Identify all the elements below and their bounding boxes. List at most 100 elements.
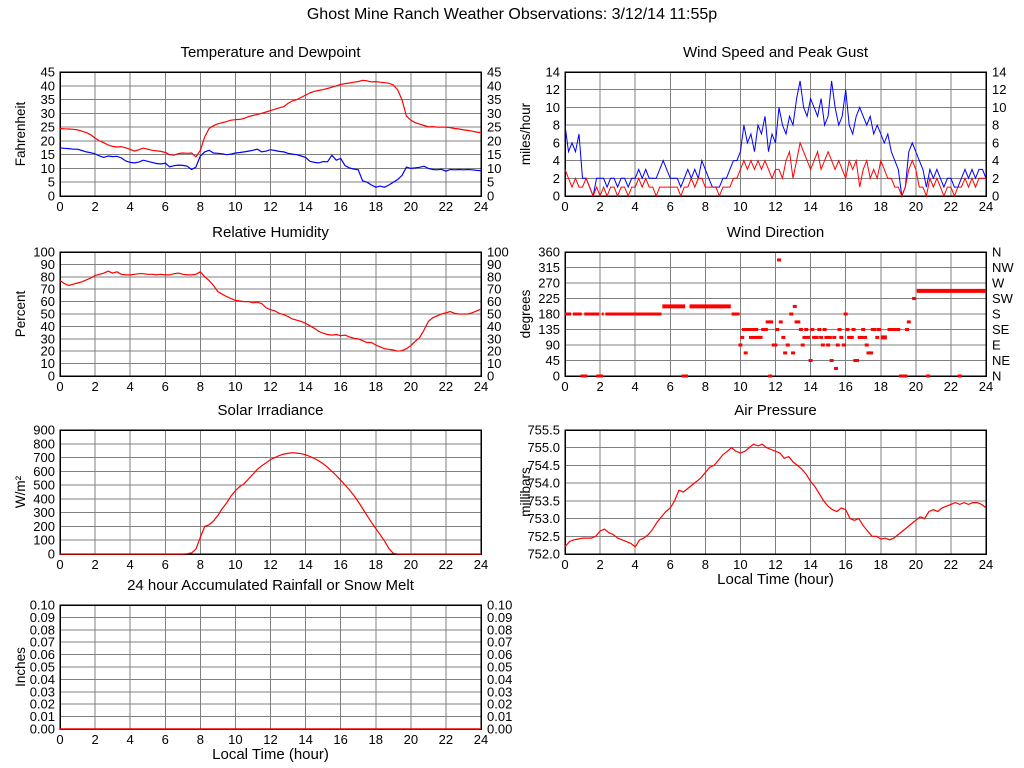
svg-text:16: 16	[333, 732, 347, 747]
svg-text:90: 90	[546, 338, 560, 353]
svg-text:6: 6	[992, 135, 999, 150]
chart-air-pressure: Air Pressure 752.0 752.5 753.0 753.5 754.0 75…	[519, 400, 1019, 588]
svg-text:25: 25	[41, 120, 55, 135]
svg-text:4: 4	[632, 557, 639, 572]
svg-text:Fahrenheit: Fahrenheit	[14, 101, 28, 166]
svg-text:24: 24	[474, 557, 488, 572]
svg-text:0.10: 0.10	[30, 599, 55, 613]
svg-text:0.00: 0.00	[487, 722, 512, 737]
svg-text:100: 100	[33, 533, 55, 548]
chart-title: Wind Speed and Peak Gust	[682, 44, 869, 61]
svg-text:6: 6	[162, 732, 169, 747]
svg-text:14: 14	[298, 379, 312, 394]
svg-text:20: 20	[909, 199, 923, 214]
svg-text:752.5: 752.5	[527, 529, 560, 544]
svg-text:270: 270	[538, 276, 560, 291]
svg-text:miles/hour: miles/hour	[519, 102, 533, 165]
svg-text:10: 10	[546, 100, 560, 115]
svg-text:12: 12	[546, 82, 560, 97]
svg-text:0: 0	[553, 189, 560, 204]
svg-text:0.01: 0.01	[30, 709, 55, 724]
svg-text:0: 0	[48, 189, 55, 204]
svg-text:0.04: 0.04	[487, 672, 512, 687]
svg-text:360: 360	[538, 246, 560, 260]
svg-text:22: 22	[944, 379, 958, 394]
svg-text:50: 50	[41, 307, 55, 322]
chart-solar-irradiance: Solar Irradiance 0 100 200 300 400 500 600 700 8…	[14, 400, 514, 572]
svg-text:30: 30	[487, 106, 501, 121]
svg-text:18: 18	[369, 557, 383, 572]
svg-text:0: 0	[56, 199, 63, 214]
svg-text:4: 4	[127, 199, 134, 214]
svg-text:12: 12	[263, 732, 277, 747]
svg-text:0.10: 0.10	[487, 599, 512, 613]
svg-text:22: 22	[439, 379, 453, 394]
svg-text:50: 50	[487, 307, 501, 322]
svg-text:14: 14	[803, 199, 817, 214]
svg-text:0.05: 0.05	[487, 660, 512, 675]
svg-text:753.0: 753.0	[527, 511, 560, 526]
svg-text:0: 0	[487, 369, 494, 384]
svg-text:10: 10	[992, 100, 1006, 115]
chart-title: Solar Irradiance	[217, 402, 324, 419]
svg-text:100: 100	[33, 246, 55, 260]
svg-text:4: 4	[127, 732, 134, 747]
svg-text:14: 14	[803, 557, 817, 572]
svg-text:30: 30	[41, 331, 55, 346]
svg-text:18: 18	[369, 732, 383, 747]
svg-text:45: 45	[546, 353, 560, 368]
svg-text:754.0: 754.0	[527, 476, 560, 491]
svg-text:20: 20	[487, 344, 501, 359]
svg-text:500: 500	[33, 478, 55, 493]
svg-text:315: 315	[538, 260, 560, 275]
svg-text:10: 10	[228, 199, 242, 214]
svg-text:E: E	[992, 338, 1001, 353]
svg-text:22: 22	[944, 557, 958, 572]
svg-text:800: 800	[33, 436, 55, 451]
chart-wind-speed-gust: Wind Speed and Peak Gust 0 0 2 2 4 4 6 6 8 8 10 10 1…	[519, 42, 1019, 214]
svg-text:S: S	[992, 307, 1001, 322]
svg-text:80: 80	[41, 269, 55, 284]
svg-text:40: 40	[487, 78, 501, 93]
svg-text:2: 2	[596, 379, 603, 394]
svg-text:0: 0	[561, 557, 568, 572]
svg-text:SW: SW	[992, 291, 1014, 306]
svg-text:4: 4	[632, 199, 639, 214]
chart-temperature-dewpoint: Temperature and Dewpoint 0 0 5 5 10 10 15 15 20 2…	[14, 42, 514, 214]
svg-text:0.06: 0.06	[30, 647, 55, 662]
svg-text:16: 16	[333, 199, 347, 214]
svg-text:0: 0	[992, 189, 999, 204]
svg-text:10: 10	[228, 557, 242, 572]
svg-text:Percent: Percent	[14, 290, 28, 337]
svg-text:90: 90	[487, 257, 501, 272]
svg-text:20: 20	[909, 379, 923, 394]
svg-text:6: 6	[162, 199, 169, 214]
svg-text:0: 0	[553, 369, 560, 384]
svg-text:300: 300	[33, 505, 55, 520]
svg-text:600: 600	[33, 464, 55, 479]
svg-text:0.02: 0.02	[487, 697, 512, 712]
air-pressure-plot: 752.0 752.5 753.0 753.5 754.0 754.5 755.0 755.5…	[519, 424, 993, 572]
svg-text:W: W	[992, 276, 1005, 291]
svg-text:10: 10	[41, 356, 55, 371]
svg-text:135: 135	[538, 322, 560, 337]
svg-text:2: 2	[91, 732, 98, 747]
svg-text:4: 4	[992, 153, 999, 168]
svg-text:90: 90	[41, 257, 55, 272]
svg-text:24: 24	[474, 732, 488, 747]
svg-text:10: 10	[733, 379, 747, 394]
svg-text:8: 8	[197, 557, 204, 572]
svg-text:0.09: 0.09	[30, 610, 55, 625]
svg-text:0.07: 0.07	[30, 635, 55, 650]
chart-wind-direction: Wind Direction 0 N 45 NE 90 E 135 SE 180 S 225 SW 27…	[519, 222, 1019, 394]
svg-text:0.03: 0.03	[30, 684, 55, 699]
svg-text:22: 22	[439, 732, 453, 747]
svg-text:12: 12	[263, 379, 277, 394]
svg-text:2: 2	[553, 171, 560, 186]
svg-text:40: 40	[41, 319, 55, 334]
svg-text:NE: NE	[992, 353, 1010, 368]
svg-text:16: 16	[838, 379, 852, 394]
svg-text:24: 24	[474, 199, 488, 214]
svg-text:2: 2	[596, 557, 603, 572]
